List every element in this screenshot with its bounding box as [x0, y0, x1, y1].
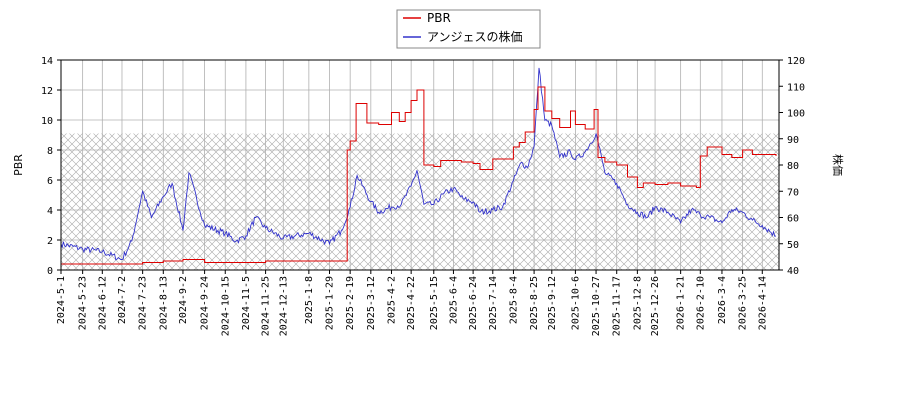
x-tick-label: 2025-8-4	[508, 276, 519, 324]
x-tick-label: 2026-3-25	[738, 276, 749, 330]
hatched-band	[61, 133, 779, 270]
y-right-tick-label: 60	[787, 214, 799, 225]
x-tick-label: 2025-12-26	[650, 276, 661, 336]
x-tick-label: 2025-1-8	[304, 276, 315, 324]
y-left-tick-label: 2	[47, 236, 53, 247]
x-tick-label: 2024-9-2	[178, 276, 189, 324]
y-left-tick-label: 10	[41, 116, 53, 127]
y-right-tick-label: 90	[787, 135, 799, 146]
y-left-tick-label: 6	[47, 176, 53, 187]
y-right-axis-title: 株価	[831, 154, 845, 176]
y-left-tick-label: 8	[47, 146, 53, 157]
x-tick-label: 2025-6-24	[468, 276, 479, 330]
x-tick-label: 2024-11-25	[261, 276, 272, 336]
x-tick-label: 2025-11-17	[612, 276, 623, 336]
x-tick-label: 2025-1-29	[325, 276, 336, 330]
x-tick-label: 2024-8-13	[158, 276, 169, 330]
y-left-tick-label: 0	[47, 266, 53, 277]
x-tick-label: 2024-5-1	[56, 276, 67, 324]
y-left-axis-title: PBR	[12, 154, 25, 176]
x-tick-label: 2025-2-19	[345, 276, 356, 330]
x-tick-label: 2025-10-27	[591, 276, 602, 336]
y-left-tick-label: 12	[41, 86, 53, 97]
x-tick-label: 2024-10-15	[220, 276, 231, 336]
y-right-tick-label: 80	[787, 161, 799, 172]
y-right-tick-label: 110	[787, 82, 805, 93]
x-tick-label: 2024-7-2	[117, 276, 128, 324]
x-tick-label: 2026-4-14	[757, 276, 768, 330]
x-tick-label: 2026-2-10	[695, 276, 706, 330]
y-right-tick-label: 70	[787, 187, 799, 198]
y-left-tick-label: 14	[41, 56, 53, 67]
legend: PBR アンジェスの株価	[396, 9, 541, 49]
y-right-tick-label: 100	[787, 109, 805, 120]
x-tick-label: 2024-6-12	[97, 276, 108, 330]
x-tick-label: 2025-9-12	[547, 276, 558, 330]
y-right-tick-label: 50	[787, 240, 799, 251]
x-tick-label: 2024-5-23	[78, 276, 89, 330]
x-tick-label: 2025-5-15	[429, 276, 440, 330]
x-tick-label: 2026-3-4	[717, 276, 728, 324]
x-tick-label: 2024-11-5	[241, 276, 252, 330]
x-tick-label: 2025-8-25	[529, 276, 540, 330]
x-tick-label: 2024-7-23	[138, 276, 149, 330]
x-tick-label: 2025-4-22	[406, 276, 417, 330]
x-tick-label: 2024-9-24	[200, 276, 211, 330]
x-tick-label: 2025-10-6	[570, 276, 581, 330]
x-tick-label: 2025-4-2	[386, 276, 397, 324]
legend-label-price: アンジェスの株価	[427, 29, 523, 44]
y-right-tick-label: 120	[787, 56, 805, 67]
legend-label-pbr: PBR	[427, 11, 451, 25]
series-line-price	[60, 67, 777, 261]
series-line-pbr	[61, 86, 777, 265]
x-tick-label: 2025-6-4	[448, 276, 459, 324]
y-right-tick-label: 40	[787, 266, 799, 277]
x-tick-label: 2025-12-8	[632, 276, 643, 330]
x-tick-label: 2024-12-13	[278, 276, 289, 336]
x-tick-label: 2025-7-14	[488, 276, 499, 330]
x-tick-label: 2026-1-21	[676, 276, 687, 330]
plot-frame	[60, 59, 780, 271]
x-tick-label: 2025-3-12	[366, 276, 377, 330]
y-left-tick-label: 4	[47, 206, 53, 217]
